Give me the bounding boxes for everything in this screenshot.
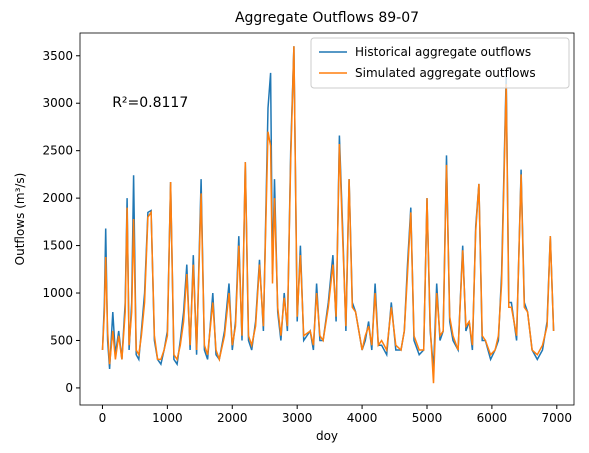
- x-tick-label: 1000: [152, 411, 183, 425]
- series-line: [101, 46, 555, 384]
- y-tick-label: 2500: [42, 144, 73, 158]
- y-tick-label: 0: [65, 381, 73, 395]
- plot-frame: [79, 32, 575, 406]
- x-tick-label: 6000: [477, 411, 508, 425]
- x-axis-label: doy: [316, 429, 338, 443]
- x-tick-label: 5000: [412, 411, 443, 425]
- x-tick-label: 0: [99, 411, 107, 425]
- chart-title: Aggregate Outflows 89-07: [235, 10, 419, 26]
- y-tick-label: 2000: [42, 191, 73, 205]
- x-tick-label: 3000: [282, 411, 313, 425]
- y-tick-label: 500: [50, 333, 73, 347]
- y-tick-label: 3000: [42, 96, 73, 110]
- legend-label: Simulated aggregate outflows: [355, 66, 536, 80]
- x-tick-label: 2000: [217, 411, 248, 425]
- y-tick-label: 3500: [42, 49, 73, 63]
- y-tick-label: 1500: [42, 239, 73, 253]
- legend-box: [310, 37, 570, 89]
- annotation: R²=0.8117: [112, 95, 188, 111]
- legend-label: Historical aggregate outflows: [355, 45, 531, 59]
- x-tick-label: 7000: [542, 411, 573, 425]
- y-axis-label: Outflows (m³/s): [13, 173, 27, 266]
- x-tick-label: 4000: [347, 411, 378, 425]
- y-tick-label: 1000: [42, 286, 73, 300]
